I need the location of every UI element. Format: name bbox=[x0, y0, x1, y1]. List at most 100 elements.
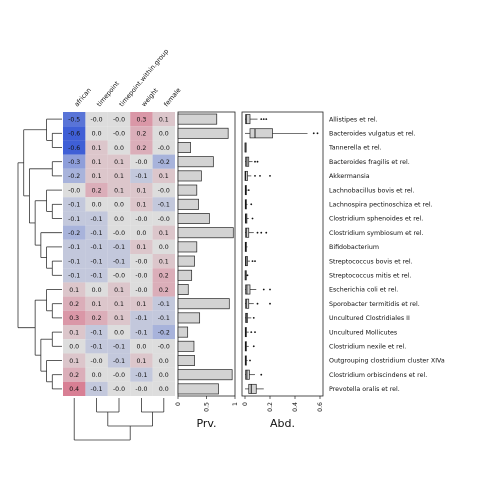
heatmap-cell bbox=[130, 126, 153, 141]
prevalence-bar bbox=[177, 284, 189, 295]
abundance-outlier bbox=[262, 118, 265, 120]
heatmap-cell-value: 0.0 bbox=[159, 372, 169, 379]
taxa-row-labels: Allistipes et rel. Bacteroides vulgatus e… bbox=[328, 116, 445, 393]
abundance-outlier bbox=[260, 118, 263, 120]
heatmap-cell-value: 0.1 bbox=[69, 329, 79, 336]
abundance-outlier bbox=[256, 160, 259, 163]
heatmap-cell-value: 0.4 bbox=[69, 386, 79, 393]
abundance-outlier bbox=[252, 317, 255, 319]
heatmap-cell-value: 0.2 bbox=[136, 131, 146, 138]
heatmap-cell bbox=[107, 140, 131, 155]
heatmap-cell bbox=[130, 296, 153, 311]
heatmap-cell bbox=[152, 339, 175, 354]
heatmap-cell bbox=[130, 168, 153, 183]
heatmap-cell-value: 0.0 bbox=[69, 344, 79, 351]
abundance-outlier bbox=[260, 231, 263, 234]
heatmap-cell-value: 0.0 bbox=[114, 202, 124, 209]
heatmap-cell bbox=[85, 154, 108, 169]
heatmap-cell bbox=[152, 296, 175, 311]
prevalence-bar bbox=[177, 127, 229, 139]
heatmap-cell-value: 0.1 bbox=[159, 173, 169, 180]
heatmap-cell bbox=[85, 310, 108, 325]
heatmap-cell-value: -0.0 bbox=[135, 273, 147, 280]
abundance-outlier bbox=[312, 132, 315, 135]
heatmap-cell bbox=[130, 183, 153, 198]
heatmap-cell bbox=[152, 254, 175, 269]
heatmap-cell bbox=[63, 282, 86, 297]
heatmap-cell bbox=[152, 353, 175, 368]
taxon-label: Clostridium orbiscindens et rel. bbox=[329, 372, 427, 379]
heatmap-cell bbox=[85, 126, 108, 141]
heatmap-cell bbox=[130, 197, 153, 212]
prevalence-bar bbox=[177, 198, 199, 210]
heatmap-cell-value: -0.1 bbox=[135, 315, 147, 322]
heatmap-cell-value: 0.0 bbox=[92, 372, 102, 379]
abundance-outlier bbox=[250, 203, 253, 206]
heatmap-cell bbox=[130, 154, 153, 169]
abundance-box bbox=[245, 298, 250, 309]
heatmap-cell-value: -0.2 bbox=[158, 159, 170, 166]
abundance-tick-label: 0.4 bbox=[292, 402, 299, 412]
taxon-label: Uncultured Mollicutes bbox=[329, 329, 397, 336]
heatmap-cell bbox=[130, 282, 153, 297]
taxon-label: Clostridium sphenoides et rel. bbox=[329, 216, 423, 223]
abundance-box bbox=[248, 383, 257, 394]
prevalence-bar bbox=[177, 142, 191, 153]
heatmap-cell bbox=[63, 268, 86, 283]
heatmap-cell-value: -0.0 bbox=[113, 230, 125, 237]
abundance-outlier bbox=[265, 118, 268, 120]
heatmap-cell bbox=[107, 197, 131, 212]
heatmap-cell-value: -0.0 bbox=[158, 344, 170, 351]
heatmap-cell-value: -0.0 bbox=[68, 187, 80, 194]
abundance-box bbox=[245, 114, 251, 125]
heatmap-cell bbox=[63, 197, 86, 212]
heatmap-cell bbox=[107, 381, 131, 396]
heatmap-cell-value: -0.1 bbox=[135, 329, 147, 336]
heatmap-cell-value: -0.6 bbox=[68, 145, 80, 152]
heatmap-cell-value: -0.5 bbox=[68, 116, 80, 123]
abundance-frame bbox=[241, 111, 324, 397]
taxon-label: Akkermansia bbox=[329, 173, 370, 180]
heatmap-cell-value: -0.0 bbox=[135, 159, 147, 166]
heatmap-cell-value: -0.1 bbox=[135, 173, 147, 180]
column-label: female bbox=[162, 86, 182, 108]
abundance-tick-label: 0 bbox=[242, 402, 249, 406]
abundance-outlier bbox=[269, 175, 271, 177]
heatmap: -0.5 -0.0 -0.0 0.3 0.1 -0.6 0.0 -0.0 0.2 0.0 -0.6 0… bbox=[63, 112, 175, 396]
heatmap-cell-value: -0.0 bbox=[91, 116, 103, 123]
heatmap-cell bbox=[130, 112, 153, 127]
heatmap-cell bbox=[107, 126, 131, 141]
taxon-label: Clostridium nexile et rel. bbox=[329, 344, 406, 351]
abundance-outlier bbox=[254, 260, 256, 262]
column-label: african bbox=[73, 86, 93, 108]
heatmap-cell bbox=[130, 339, 153, 354]
heatmap-cell-value: -0.0 bbox=[91, 358, 103, 365]
heatmap-cell bbox=[107, 296, 131, 311]
abundance-boxplot: 0 0.2 0.4 0.6 Abd. bbox=[241, 111, 324, 430]
abundance-outlier bbox=[254, 175, 256, 177]
prevalence-bar bbox=[177, 355, 195, 366]
heatmap-cell bbox=[63, 296, 86, 311]
heatmap-cell bbox=[107, 225, 131, 240]
abundance-outlier bbox=[316, 132, 319, 135]
heatmap-cell bbox=[107, 254, 131, 269]
heatmap-cell bbox=[130, 325, 153, 340]
heatmap-cell bbox=[63, 367, 86, 382]
column-label: weight bbox=[140, 86, 160, 108]
taxon-label: Bifidobacterium bbox=[329, 244, 379, 251]
heatmap-cell-value: 0.1 bbox=[114, 301, 124, 308]
heatmap-cell bbox=[130, 310, 153, 325]
prevalence-tick-label: 0 bbox=[175, 402, 182, 406]
prevalence-bar bbox=[177, 113, 218, 125]
heatmap-cell bbox=[152, 310, 175, 325]
heatmap-cell bbox=[85, 381, 108, 396]
heatmap-cell-value: -0.1 bbox=[91, 230, 103, 237]
heatmap-cell-value: 0.0 bbox=[114, 216, 124, 223]
heatmap-cell bbox=[130, 140, 153, 155]
heatmap-cell-value: -0.0 bbox=[135, 287, 147, 294]
heatmap-cell bbox=[85, 325, 108, 340]
abundance-outlier bbox=[246, 274, 249, 277]
heatmap-cell-value: 0.1 bbox=[69, 358, 79, 365]
heatmap-cell-value: -0.0 bbox=[135, 386, 147, 393]
